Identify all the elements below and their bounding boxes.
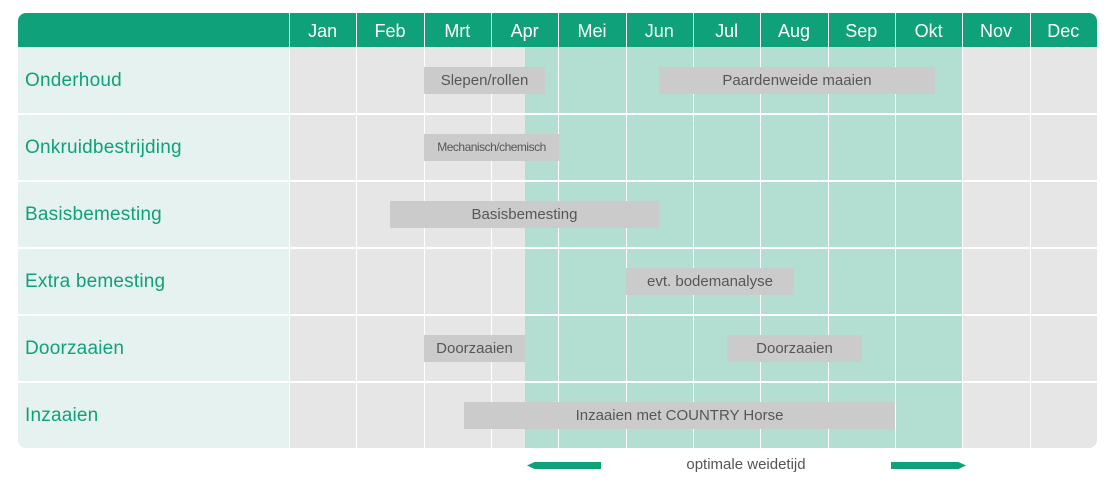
row-separator: [18, 180, 1097, 182]
month-label: Apr: [510, 21, 539, 41]
month-separator: [760, 13, 761, 47]
task-bar: Basisbemesting: [390, 201, 659, 228]
month-separator: [424, 13, 425, 47]
row-separator: [18, 381, 1097, 383]
month-label: Jan: [308, 21, 338, 41]
task-bar: Doorzaaien: [727, 335, 862, 362]
month-separator: [558, 13, 559, 47]
month-separator: [1030, 13, 1031, 47]
month-separator: [962, 13, 963, 47]
month-label: Jun: [644, 21, 674, 41]
optimal-period-legend: optimale weidetijd: [686, 456, 806, 473]
month-separator: [356, 13, 357, 47]
row-separator: [18, 314, 1097, 316]
month-label: Feb: [374, 21, 406, 41]
month-label: Dec: [1047, 21, 1080, 41]
task-bar: Doorzaaien: [424, 335, 525, 362]
month-label: Mei: [577, 21, 607, 41]
row-label: Onderhoud: [25, 69, 122, 91]
task-bar: evt. bodemanalyse: [626, 268, 794, 295]
row-label: Onkruidbestrijding: [25, 136, 182, 158]
month-header: [18, 13, 1097, 47]
row-label: Basisbemesting: [25, 203, 162, 225]
month-separator: [828, 13, 829, 47]
month-label: Nov: [979, 21, 1012, 41]
month-separator: [289, 13, 290, 47]
month-label: Aug: [777, 21, 810, 41]
month-label: Okt: [914, 21, 943, 41]
month-separator: [626, 13, 627, 47]
month-label: Sep: [845, 21, 878, 41]
month-separator: [693, 13, 694, 47]
task-bar: Inzaaien met COUNTRY Horse: [464, 402, 895, 429]
task-bar: Slepen/rollen: [424, 67, 545, 94]
month-separator: [895, 13, 896, 47]
row-separator: [18, 113, 1097, 115]
month-separator: [491, 13, 492, 47]
month-label: Jul: [715, 21, 739, 41]
arrow-right-icon: [891, 462, 966, 469]
row-label: Extra bemesting: [25, 270, 166, 292]
row-label: Doorzaaien: [25, 337, 125, 359]
row-separator: [18, 247, 1097, 249]
gantt-chart: Jan Feb Mrt Apr Mei Jun Jul Aug Sep Okt Nov Dec Ond…: [18, 13, 1097, 448]
arrow-left-icon: [527, 462, 601, 469]
task-bar: Paardenweide maaien: [659, 67, 935, 94]
task-bar: Mechanisch/chemisch: [424, 134, 559, 161]
month-label: Mrt: [444, 21, 471, 41]
row-label: Inzaaien: [25, 404, 99, 426]
